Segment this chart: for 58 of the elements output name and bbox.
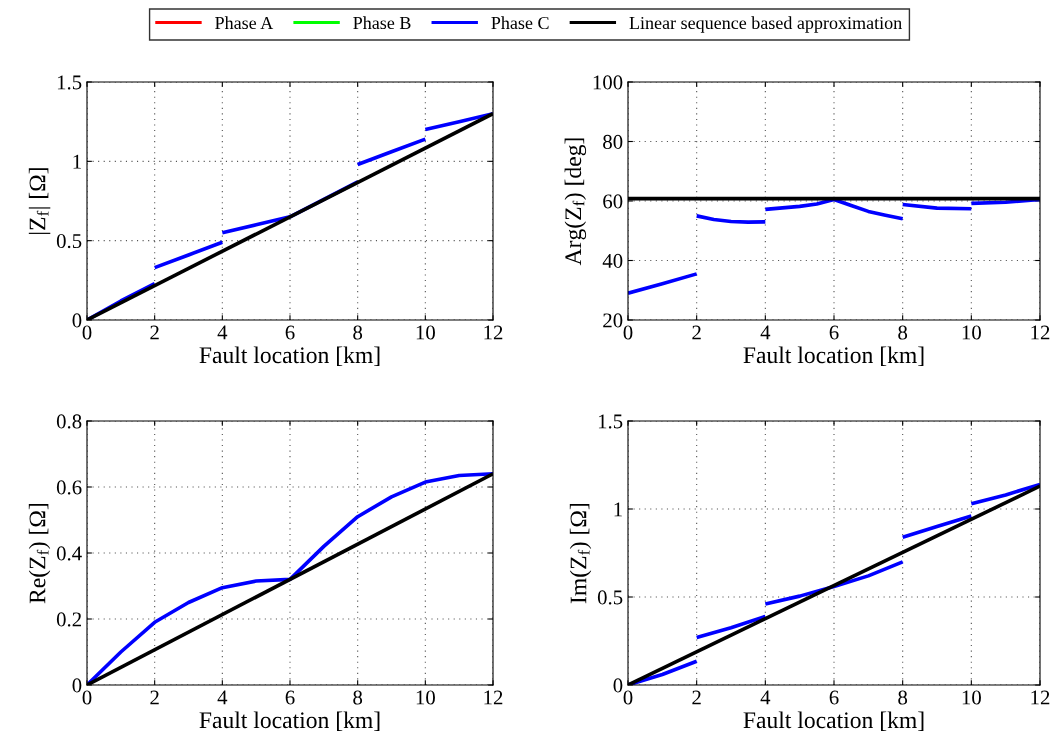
x-axis-title: Fault location [km] [199, 346, 380, 367]
x-tick-label: 0 [82, 690, 92, 705]
legend-label: Phase B [353, 16, 411, 30]
x-tick-label: 2 [692, 325, 701, 340]
y-tick-label: 100 [593, 75, 623, 90]
x-axis-title: Fault location [km] [199, 711, 380, 732]
y-tick-label: 1.5 [598, 414, 623, 429]
x-tick-label: 6 [829, 325, 839, 340]
x-tick-label: 10 [416, 690, 435, 705]
x-tick-label: 2 [150, 690, 159, 705]
y-tick-label: 0 [72, 313, 82, 328]
x-tick-label: 6 [285, 325, 295, 340]
y-tick-label: 0.4 [56, 546, 82, 561]
y-tick-label: 40 [602, 253, 623, 268]
x-axis-title: Fault location [km] [743, 711, 924, 732]
y-tick-label: 0.5 [56, 234, 82, 249]
x-tick-label: 0 [623, 690, 633, 705]
x-axis-title: Fault location [km] [743, 346, 924, 367]
x-tick-label: 10 [962, 690, 981, 705]
y-tick-label: 20 [603, 313, 623, 328]
x-tick-label: 12 [1031, 325, 1050, 340]
y-axis-title: Arg(Z$_{f}$) [deg] [564, 138, 587, 266]
y-tick-label: 0 [72, 678, 82, 693]
x-tick-label: 10 [416, 325, 435, 340]
x-tick-label: 8 [898, 690, 908, 705]
x-tick-label: 4 [760, 690, 771, 705]
y-tick-label: 80 [603, 134, 623, 149]
y-tick-label: 0.8 [56, 414, 82, 429]
y-axis-title: Re(Z$_{f}$) [Ω] [28, 503, 51, 604]
x-tick-label: 12 [484, 325, 503, 340]
y-tick-label: 1 [614, 502, 622, 517]
y-tick-label: 0.6 [56, 480, 82, 495]
x-tick-label: 4 [217, 690, 228, 705]
y-tick-label: 60 [603, 194, 623, 209]
y-tick-label: 0.5 [597, 590, 623, 605]
x-tick-label: 12 [1031, 690, 1050, 705]
x-tick-label: 6 [285, 690, 295, 705]
x-tick-label: 8 [353, 325, 363, 340]
x-tick-label: 4 [760, 325, 771, 340]
x-tick-label: 2 [692, 690, 701, 705]
x-tick-label: 4 [217, 325, 228, 340]
x-tick-label: 12 [484, 690, 503, 705]
x-tick-label: 0 [623, 325, 633, 340]
x-tick-label: 6 [829, 690, 839, 705]
x-tick-label: 10 [962, 325, 981, 340]
legend-label: Linear sequence based approximation [629, 16, 902, 33]
legend-label: Phase C [491, 16, 549, 30]
x-tick-label: 8 [898, 325, 908, 340]
y-axis-title: |Z$_{f}$| [Ω] [28, 168, 51, 234]
y-tick-label: 0.2 [56, 612, 81, 627]
legend-label: Phase A [215, 16, 274, 30]
y-tick-label: 1.5 [57, 75, 82, 90]
x-tick-label: 0 [82, 325, 92, 340]
x-tick-label: 8 [353, 690, 363, 705]
x-tick-label: 2 [150, 325, 159, 340]
y-tick-label: 0 [613, 678, 623, 693]
y-axis-title: Im(Z$_{f}$) [Ω] [569, 503, 592, 604]
y-tick-label: 1 [73, 154, 81, 169]
